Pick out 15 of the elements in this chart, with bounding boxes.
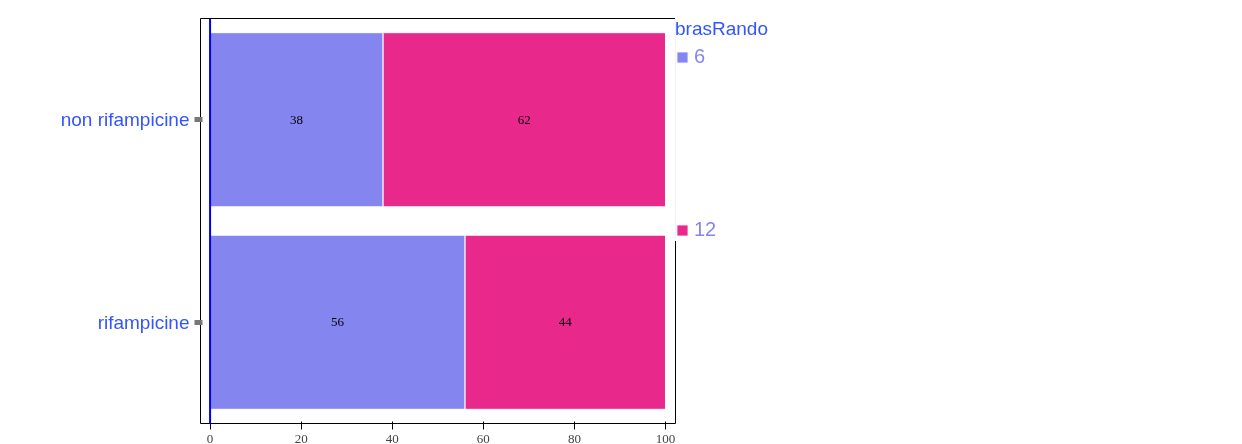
- x-tick-label: 40: [385, 430, 399, 444]
- data-label: 44: [558, 314, 573, 330]
- y-tick-label: rifampicine: [97, 311, 190, 333]
- x-tick-label: 80: [567, 430, 581, 444]
- x-tick-label: 60: [476, 430, 490, 444]
- data-label: 62: [517, 111, 531, 127]
- legend-title: brasRando: [675, 18, 768, 40]
- data-label: 38: [290, 111, 304, 127]
- data-label: 56: [331, 314, 345, 330]
- y-tick-label: non rifampicine: [60, 109, 190, 131]
- legend-label: 12: [694, 218, 718, 241]
- legend-label: 6: [694, 45, 707, 68]
- x-tick-label: 20: [294, 430, 308, 444]
- x-tick-label: 0: [206, 430, 214, 444]
- x-tick-label: 100: [655, 430, 676, 444]
